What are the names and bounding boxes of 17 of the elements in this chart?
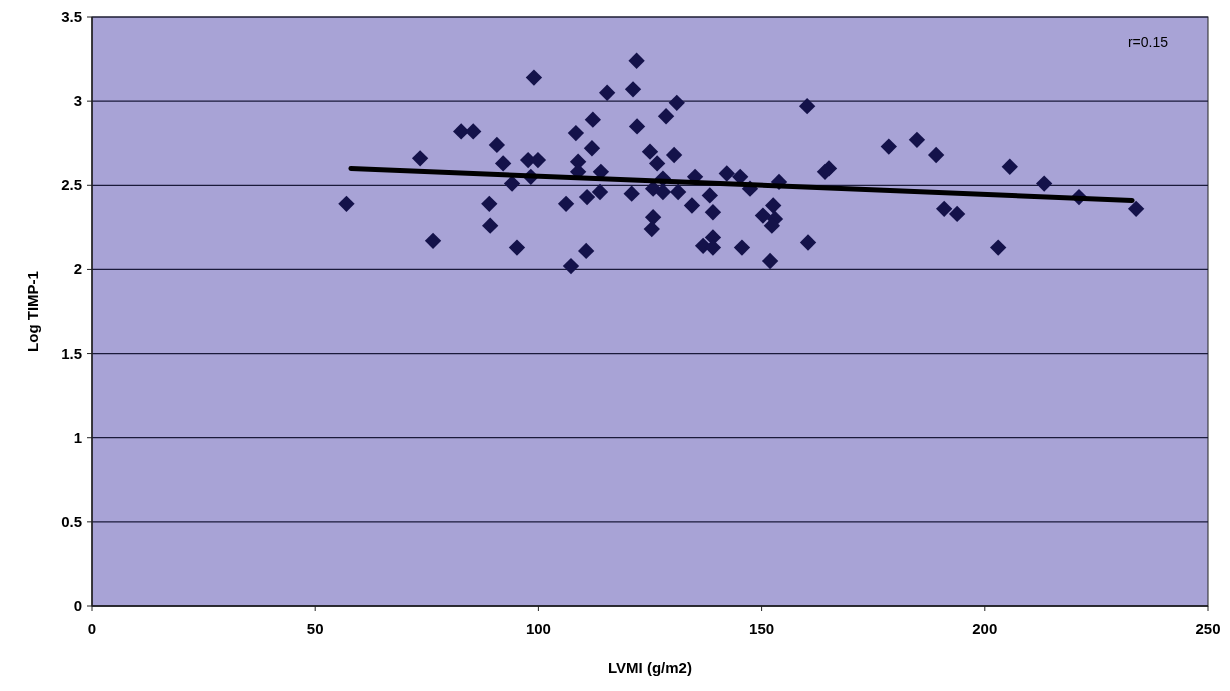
y-tick-label: 3 [73,92,82,110]
y-tick-label: 1 [73,428,82,446]
x-tick-label: 250 [1195,620,1221,637]
x-tick-label: 100 [525,620,551,637]
y-tick-label: 1.5 [61,344,82,362]
y-axis-title: Log TIMP-1 [24,271,41,352]
y-tick-label: 2 [73,260,82,278]
y-tick-label: 3.5 [61,8,82,25]
y-tick-label: 2.5 [61,176,82,194]
x-tick-label: 0 [87,620,97,637]
x-tick-label: 150 [749,620,775,637]
annotation: r=0.15 [1127,34,1169,50]
x-tick-label: 200 [972,620,998,637]
x-axis-title: LVMI (g/m2) [608,659,692,676]
y-tick-label: 0.5 [61,512,82,530]
y-tick-label: 0 [73,597,82,614]
x-tick-label: 50 [306,620,324,637]
